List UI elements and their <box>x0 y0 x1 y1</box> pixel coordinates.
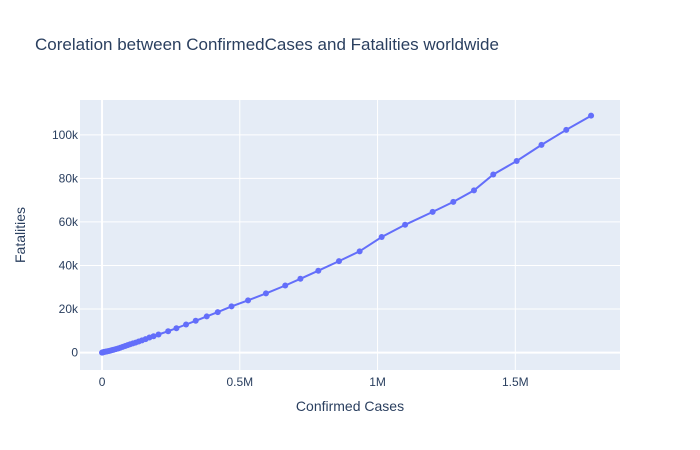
data-point[interactable] <box>228 303 235 310</box>
data-point[interactable] <box>490 171 497 178</box>
data-point[interactable] <box>262 290 269 297</box>
x-tick-label: 0 <box>99 375 106 389</box>
tick-labels: 0 0.5M 1M 1.5M 0 20k 40k 60k 80k 100k <box>52 128 529 389</box>
data-point[interactable] <box>173 325 180 332</box>
x-tick-label: 0.5M <box>226 375 253 389</box>
y-tick-label: 40k <box>59 258 79 272</box>
data-point[interactable] <box>563 126 570 133</box>
data-point[interactable] <box>214 309 221 316</box>
data-point[interactable] <box>335 258 342 265</box>
x-tick-label: 1M <box>369 375 386 389</box>
data-point[interactable] <box>150 333 157 340</box>
data-point[interactable] <box>378 233 385 240</box>
data-point[interactable] <box>297 275 304 282</box>
y-tick-label: 80k <box>59 171 79 185</box>
y-axis-title: Fatalities <box>12 207 28 263</box>
data-point[interactable] <box>192 317 199 324</box>
data-point[interactable] <box>538 141 545 148</box>
data-point[interactable] <box>356 248 363 255</box>
data-point[interactable] <box>245 297 252 304</box>
y-tick-label: 0 <box>71 346 78 360</box>
series-layer <box>99 112 595 356</box>
x-axis-title: Confirmed Cases <box>296 398 404 414</box>
data-point[interactable] <box>450 198 457 205</box>
y-tick-label: 100k <box>52 128 79 142</box>
data-point[interactable] <box>402 221 409 228</box>
data-point[interactable] <box>470 187 477 194</box>
data-point[interactable] <box>183 321 190 328</box>
x-tick-label: 1.5M <box>502 375 529 389</box>
data-point[interactable] <box>155 331 162 338</box>
data-point[interactable] <box>282 282 289 289</box>
plot-area <box>80 100 620 370</box>
chart-title: Corelation between ConfirmedCases and Fa… <box>35 35 499 54</box>
data-point[interactable] <box>588 112 595 119</box>
data-point[interactable] <box>429 208 436 215</box>
y-tick-label: 20k <box>59 302 79 316</box>
data-point[interactable] <box>315 267 322 274</box>
y-tick-label: 60k <box>59 215 79 229</box>
grid <box>80 100 620 370</box>
data-point[interactable] <box>203 313 210 320</box>
data-point[interactable] <box>513 157 520 164</box>
data-point[interactable] <box>165 328 172 335</box>
